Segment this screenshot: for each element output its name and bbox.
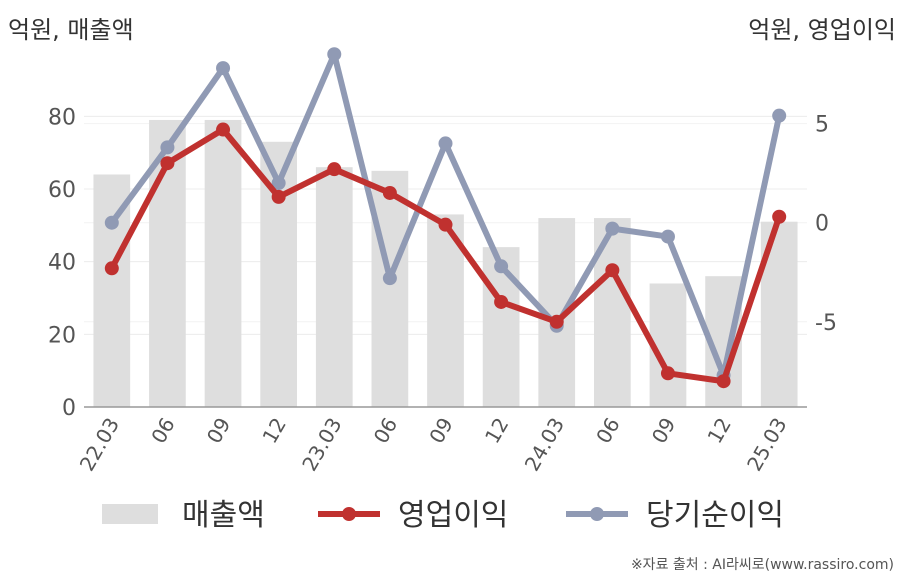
net-income-point	[327, 47, 342, 62]
x-tick-label: 06	[369, 414, 403, 448]
profit-lines	[104, 47, 787, 389]
x-tick-label: 12	[480, 413, 514, 447]
net-income-point	[605, 221, 620, 236]
x-tick-label: 25.03	[742, 414, 791, 476]
revenue-bar	[482, 247, 520, 407]
revenue-bar	[315, 167, 353, 407]
net-income-point	[772, 108, 787, 123]
y-left-tick-label: 80	[48, 105, 76, 130]
net-income-point	[438, 136, 453, 151]
x-tick-label: 22.03	[75, 414, 124, 476]
y-left-tick-label: 40	[48, 251, 76, 276]
x-tick-label: 12	[257, 414, 291, 448]
legend-net-marker	[590, 507, 604, 521]
operating-profit-point	[605, 263, 620, 278]
operating-profit-point	[271, 189, 286, 204]
revenue-bar	[93, 174, 131, 407]
legend-revenue-label: 매출액	[182, 498, 265, 533]
revenue-bar	[371, 170, 409, 407]
x-tick-label: 09	[647, 414, 681, 448]
operating-profit-point	[772, 209, 787, 224]
y-right-tick-label: 5	[815, 113, 829, 138]
legend: 매출액 영업이익 당기순이익	[102, 498, 784, 533]
legend-operating-marker	[342, 507, 356, 521]
revenue-bar	[204, 119, 242, 407]
net-income-point	[660, 229, 675, 244]
net-income-point	[494, 259, 509, 274]
left-axis-unit: 억원, 매출액	[8, 16, 134, 44]
operating-profit-point	[160, 156, 175, 171]
x-tick-label: 09	[202, 414, 236, 448]
y-right-tick-label: -5	[815, 311, 837, 336]
x-tick-label: 23.03	[297, 414, 346, 476]
operating-profit-point	[660, 366, 675, 381]
net-income-point	[216, 61, 231, 76]
x-tick-label: 06	[146, 414, 180, 448]
right-axis-unit: 억원, 영업이익	[748, 16, 896, 44]
net-income-point	[271, 176, 286, 191]
operating-profit-point	[327, 162, 342, 177]
source-note: ※자료 출처 : AI라씨로(www.rassiro.com)	[630, 557, 894, 573]
operating-profit-point	[216, 122, 231, 137]
net-income-point	[382, 271, 397, 286]
revenue-bars	[93, 119, 798, 407]
legend-operating-label: 영업이익	[398, 498, 508, 533]
legend-net-label: 당기순이익	[646, 498, 784, 533]
x-tick-label: 09	[424, 414, 458, 448]
operating-profit-point	[104, 261, 119, 276]
x-tick-label: 12	[702, 414, 736, 448]
y-left-tick-label: 60	[48, 178, 76, 203]
net-income-point	[160, 140, 175, 155]
operating-profit-point	[494, 294, 509, 309]
x-tick-label: 06	[591, 414, 625, 448]
operating-profit-point	[438, 217, 453, 232]
operating-profit-point	[716, 374, 731, 389]
y-left-tick-label: 20	[48, 323, 76, 348]
operating-profit-point	[549, 314, 564, 329]
net-income-point	[104, 215, 119, 230]
x-tick-label: 24.03	[520, 414, 569, 476]
y-right-tick-label: 0	[815, 212, 829, 237]
y-left-tick-label: 0	[62, 396, 76, 421]
operating-profit-point	[382, 185, 397, 200]
legend-revenue-swatch	[102, 504, 158, 524]
